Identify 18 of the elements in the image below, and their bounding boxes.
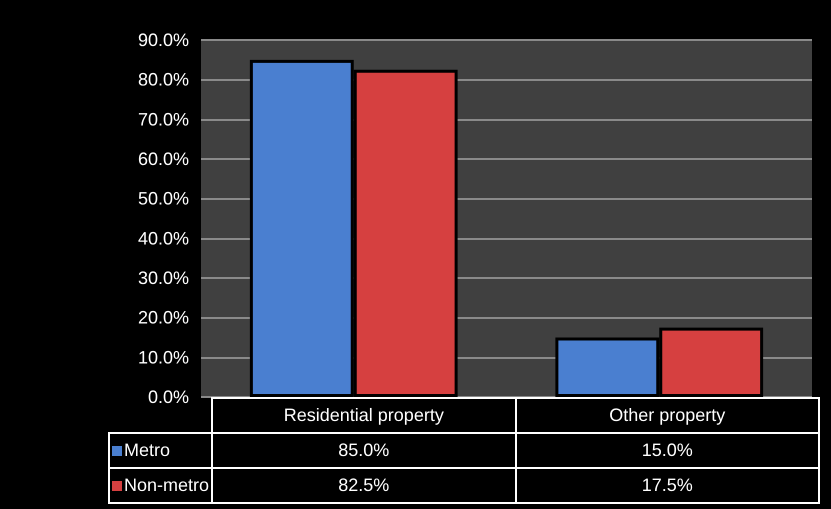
y-tick-label: 60.0% xyxy=(138,149,189,169)
data-label: 17.5% xyxy=(516,468,820,503)
y-tick-label: 0.0% xyxy=(148,387,189,407)
y-tick-label: 20.0% xyxy=(138,308,189,328)
legend-label: Non-metro xyxy=(109,468,212,503)
y-tick-label: 40.0% xyxy=(138,228,189,248)
y-tick-label: 90.0% xyxy=(138,30,189,50)
x-tick-label: Residential property xyxy=(212,398,516,433)
data-label: 15.0% xyxy=(516,433,820,468)
legend-label: Metro xyxy=(109,433,212,468)
y-tick-label: 50.0% xyxy=(138,188,189,209)
data-label: 85.0% xyxy=(212,433,516,468)
y-tick-label: 10.0% xyxy=(138,347,189,368)
data-label: 82.5% xyxy=(212,468,516,503)
y-tick-label: 70.0% xyxy=(138,109,189,130)
x-tick-label: Other property xyxy=(516,398,820,433)
y-tick-label: 80.0% xyxy=(138,70,189,90)
y-tick-label: 30.0% xyxy=(138,268,189,288)
